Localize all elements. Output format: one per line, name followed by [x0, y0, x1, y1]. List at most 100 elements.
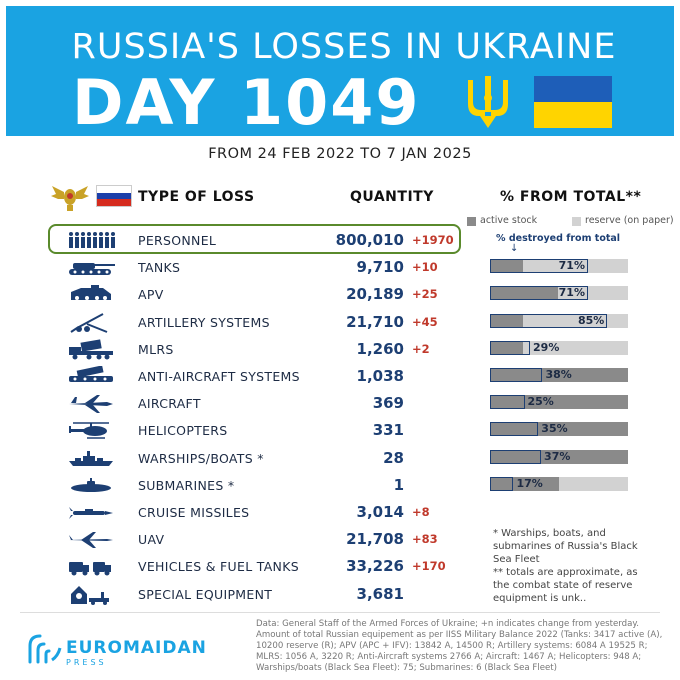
loss-type-label: TANKS — [138, 260, 181, 276]
euromaidan-logo-icon — [28, 634, 62, 664]
truck-icon — [69, 562, 111, 576]
loss-row-aircraft: AIRCRAFT 369 25% — [0, 390, 680, 417]
anti-aircraft-icon — [69, 366, 113, 382]
percent-label: 37% — [544, 449, 571, 463]
destroyed-share-marker — [490, 422, 539, 437]
apc-icon — [71, 285, 111, 301]
warship-icon — [69, 450, 113, 466]
active-stock-bar — [490, 395, 628, 410]
column-type-header: TYPE OF LOSS — [138, 189, 255, 205]
date-range: FROM 24 FEB 2022 TO 7 JAN 2025 — [208, 146, 472, 162]
tank-icon — [69, 263, 115, 276]
loss-row-mlrs: MLRS 1,260 +2 29% — [0, 336, 680, 363]
loss-type-label: UAV — [138, 532, 165, 548]
percent-label: 29% — [533, 340, 560, 354]
loss-quantity: 9,710 — [356, 258, 404, 277]
loss-daily-change: +10 — [412, 260, 438, 275]
loss-daily-change: +83 — [412, 532, 438, 547]
loss-type-label: SPECIAL EQUIPMENT — [138, 586, 273, 602]
submarine-icon — [71, 477, 111, 492]
loss-quantity: 800,010 — [335, 231, 404, 249]
loss-quantity: 28 — [383, 448, 404, 467]
loss-row-artillery-systems: ARTILLERY SYSTEMS 21,710 +45 85% — [0, 309, 680, 336]
destroyed-share-marker — [490, 286, 588, 301]
loss-daily-change: +8 — [412, 505, 430, 519]
percent-label: 71% — [558, 259, 585, 273]
destroyed-share-marker — [490, 259, 588, 274]
ukraine-flag — [534, 76, 612, 128]
loss-quantity: 1 — [393, 475, 404, 494]
loss-type-label: ANTI-AIRCRAFT SYSTEMS — [138, 369, 300, 384]
destroyed-share-marker — [490, 395, 525, 410]
percent-bar: 35% — [490, 422, 628, 437]
reserve-stock-bar — [490, 259, 628, 274]
drone-icon — [69, 532, 113, 549]
loss-daily-change: +170 — [412, 559, 446, 574]
loss-quantity: 3,014 — [356, 503, 404, 521]
loss-row-personnel: PERSONNEL 800,010 +1970 — [0, 227, 680, 254]
destroyed-share-marker — [490, 313, 608, 328]
destroyed-share-marker — [490, 449, 542, 464]
legend-active-swatch — [467, 217, 476, 226]
legend-reserve-label: reserve (on paper) — [585, 215, 674, 226]
percent-label: 85% — [577, 313, 605, 327]
loss-row-vehicles-fuel-tanks: VEHICLES & FUEL TANKS 33,226 +170 — [0, 553, 680, 580]
legend-destroyed-label: % destroyed from total — [496, 233, 621, 244]
mlrs-icon — [69, 339, 113, 360]
loss-type-label: APV — [138, 287, 164, 303]
percent-bar: 29% — [490, 340, 628, 355]
percent-bar: 37% — [490, 449, 628, 464]
loss-quantity: 33,226 — [346, 557, 404, 576]
loss-type-label: CRUISE MISSILES — [138, 505, 250, 520]
percent-label: 17% — [516, 476, 543, 490]
helicopter-icon — [69, 422, 109, 440]
legend-arrow-icon: ↓ — [510, 243, 519, 254]
column-percent-header: % FROM TOTAL** — [500, 189, 642, 205]
destroyed-share-marker — [490, 340, 531, 355]
loss-type-label: WARSHIPS/BOATS * — [138, 450, 264, 466]
loss-daily-change: +45 — [412, 314, 438, 329]
active-stock-bar — [490, 368, 628, 382]
reserve-stock-bar — [490, 340, 628, 355]
title-line2: DAY 1049 — [72, 66, 421, 139]
percent-bar: 71% — [490, 286, 628, 301]
active-stock-bar — [490, 422, 628, 437]
logo-name: EUROMAIDAN — [66, 638, 207, 658]
percent-bar: 85% — [490, 313, 628, 328]
percent-bar: 38% — [490, 368, 628, 382]
loss-quantity: 21,708 — [346, 530, 404, 549]
loss-daily-change: +2 — [412, 341, 430, 356]
aircraft-icon — [69, 395, 113, 414]
loss-type-label: MLRS — [138, 341, 174, 357]
loss-quantity: 1,260 — [356, 339, 404, 358]
active-stock-bar — [490, 449, 628, 464]
ukraine-trident-icon — [468, 76, 508, 128]
loss-quantity: 369 — [372, 394, 404, 413]
destroyed-share-marker — [490, 368, 543, 382]
footnote-totals: ** totals are approximate, as the combat… — [493, 567, 638, 604]
percent-label: 38% — [545, 368, 572, 381]
loss-type-label: VEHICLES & FUEL TANKS — [138, 559, 299, 575]
loss-quantity: 3,681 — [356, 584, 404, 603]
loss-type-label: SUBMARINES * — [138, 477, 235, 493]
data-source-note: Data: General Staff of the Armed Forces … — [256, 619, 663, 673]
loss-row-special-equipment: SPECIAL EQUIPMENT 3,681 — [0, 581, 680, 608]
loss-type-label: AIRCRAFT — [138, 396, 201, 412]
loss-quantity: 1,038 — [356, 367, 404, 385]
percent-label: 71% — [558, 286, 585, 300]
loss-row-submarines: SUBMARINES * 1 17% — [0, 472, 680, 499]
title-line1: RUSSIA'S LOSSES IN UKRAINE — [71, 27, 617, 67]
loss-quantity: 20,189 — [346, 285, 404, 304]
destroyed-share-marker — [490, 476, 514, 491]
footnotes: * Warships, boats, and submarines of Rus… — [493, 527, 643, 605]
logo-subtitle: PRESS — [66, 658, 107, 667]
legend-active-label: active stock — [480, 215, 538, 226]
loss-row-tanks: TANKS 9,710 +10 71% — [0, 254, 680, 281]
loss-type-label: ARTILLERY SYSTEMS — [138, 314, 270, 330]
loss-row-helicopters: HELICOPTERS 331 35% — [0, 417, 680, 444]
soldiers-icon — [69, 232, 115, 248]
loss-daily-change: +1970 — [412, 233, 454, 247]
reserve-stock-bar — [490, 313, 628, 328]
active-stock-bar — [490, 340, 524, 355]
loss-row-warships-boats: WARSHIPS/BOATS * 28 37% — [0, 445, 680, 472]
